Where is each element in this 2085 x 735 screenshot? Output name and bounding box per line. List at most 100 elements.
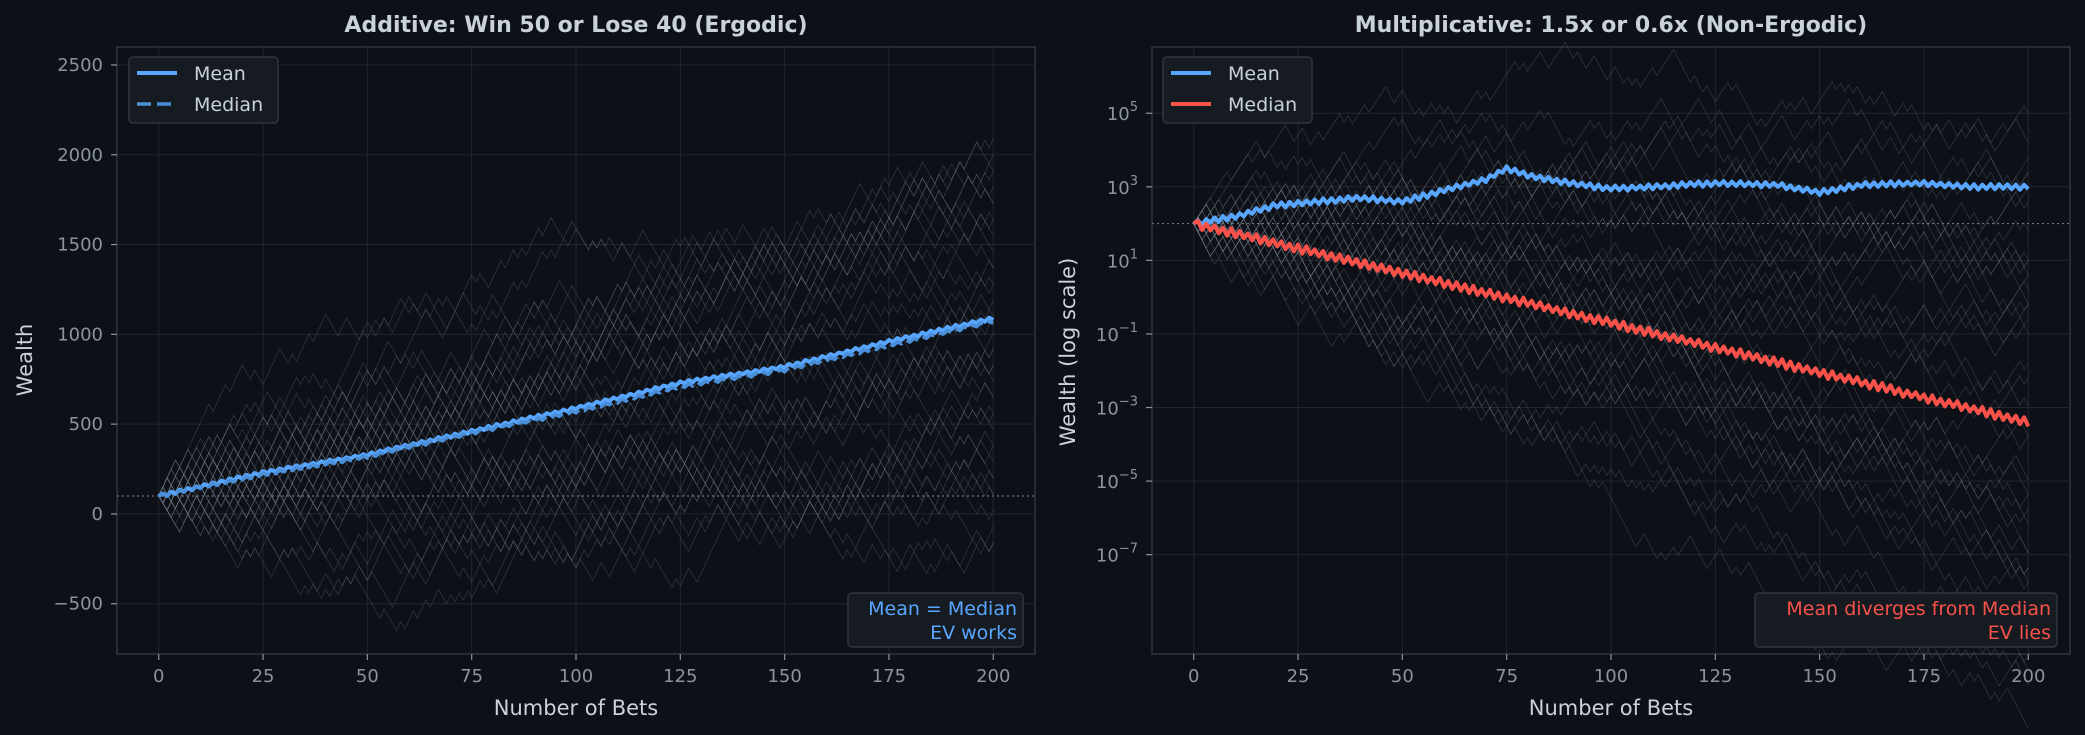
x-ticks-multiplicative: 0 25 50 75 100 125 150 175 200 (1188, 654, 2045, 687)
trajectory-line (158, 170, 994, 497)
x-tick-label: 150 (767, 666, 801, 687)
trajectory-line (1193, 185, 2029, 495)
x-tick-label: 100 (559, 666, 593, 687)
annotation-line-2: EV works (930, 622, 1017, 644)
x-tick-label: 100 (1594, 666, 1628, 687)
x-tick-label: 25 (252, 666, 275, 687)
trajectory-line (158, 286, 994, 508)
trajectory-line (158, 390, 994, 497)
trajectory-line (158, 219, 994, 515)
trajectories-multiplicative (1193, 41, 2029, 729)
trajectory-line (158, 322, 994, 504)
x-tick-label: 150 (1802, 666, 1836, 687)
trajectory-line (158, 141, 994, 497)
trajectory-line (158, 372, 994, 632)
trajectory-line (158, 403, 994, 539)
trajectory-line (1193, 213, 2029, 575)
annotation-box (847, 592, 1024, 648)
x-tick-label: 50 (356, 666, 379, 687)
series-line-median (1192, 218, 2031, 428)
x-tick-label: 125 (1698, 666, 1732, 687)
x-axis-label: Number of Bets (494, 696, 658, 720)
chart-title: Additive: Win 50 or Lose 40 (Ergodic) (344, 13, 807, 38)
trajectory-line (158, 250, 994, 503)
x-tick-label: 50 (1391, 666, 1414, 687)
chart-additive: 0 25 50 75 100 125 150 175 200 −500 0 500 1000 1500 2… (13, 13, 1036, 720)
y-tick-label: 10−3 (1096, 395, 1138, 420)
trajectory-line (158, 439, 994, 553)
y-tick-label: 2500 (57, 55, 103, 76)
series-additive (157, 315, 995, 498)
series-line-mean (1192, 164, 2030, 227)
trajectory-line (1193, 213, 2029, 408)
x-tick-label: 75 (460, 666, 483, 687)
trajectory-line (158, 292, 994, 497)
trajectory-line (158, 154, 994, 497)
annotation-line-1: Mean = Median (868, 598, 1017, 620)
trajectories-additive (158, 138, 994, 632)
trajectory-line (158, 238, 994, 522)
y-tick-label: 105 (1107, 100, 1138, 125)
trajectory-line (158, 225, 994, 515)
legend-multiplicative: Mean Median (1162, 56, 1313, 124)
trajectory-line (158, 348, 994, 562)
trajectory-line (1193, 202, 2029, 337)
trajectory-line (158, 439, 994, 585)
annotation-additive: Mean = Median EV works (847, 592, 1024, 648)
trajectory-line (1193, 98, 2029, 299)
trajectory-line (1193, 150, 2029, 341)
trajectory-line (158, 211, 994, 503)
annotation-line-2: EV lies (1988, 622, 2051, 644)
trajectory-line (1193, 163, 2029, 257)
x-ticks-additive: 0 25 50 75 100 125 150 175 200 (153, 654, 1010, 687)
trajectory-line (158, 301, 994, 512)
trajectory-line (158, 227, 994, 497)
y-tick-label: 0 (92, 504, 103, 525)
trajectory-line (1193, 176, 2029, 357)
trajectory-line (1193, 216, 2029, 519)
y-tick-label: 101 (1107, 247, 1138, 272)
trajectory-line (158, 272, 994, 517)
trajectory-line (158, 421, 994, 553)
trajectory-line (158, 459, 994, 609)
trajectory-line (158, 173, 994, 540)
series-multiplicative (1192, 164, 2031, 428)
trajectory-line (1193, 41, 2029, 233)
trajectory-line (1193, 148, 2029, 305)
trajectory-line (158, 360, 994, 582)
chart-title: Multiplicative: 1.5x or 0.6x (Non-Ergodi… (1355, 13, 1867, 38)
trajectory-line (158, 184, 994, 497)
legend-label-mean: Mean (1228, 63, 1280, 85)
trajectory-line (1193, 162, 2029, 298)
x-tick-label: 175 (872, 666, 906, 687)
trajectory-line (1193, 213, 2029, 528)
trajectory-line (158, 310, 994, 537)
trajectory-line (158, 378, 994, 537)
legend-label-mean: Mean (194, 63, 246, 85)
trajectory-line (1193, 181, 2029, 583)
trajectory-line (1193, 169, 2029, 276)
trajectory-line (158, 293, 994, 533)
trajectory-line (158, 445, 994, 589)
trajectory-line (1193, 223, 2029, 517)
y-ticks-additive: −500 0 500 1000 1500 2000 2500 (54, 55, 117, 615)
legend-label-median: Median (194, 94, 263, 116)
y-axis-label: Wealth (13, 324, 37, 397)
x-tick-label: 75 (1495, 666, 1518, 687)
trajectory-line (1193, 203, 2029, 465)
y-tick-label: 103 (1107, 174, 1138, 199)
trajectory-line (1193, 198, 2029, 395)
grid-additive (117, 47, 1035, 654)
trajectory-line (1193, 117, 2029, 253)
trajectory-line (158, 202, 994, 513)
trajectory-line (1193, 196, 2029, 671)
y-tick-label: 10−7 (1096, 542, 1138, 567)
trajectory-line (1193, 115, 2029, 315)
trajectory-line (1193, 216, 2029, 687)
trajectory-line (158, 356, 994, 548)
y-tick-label: 1000 (57, 324, 103, 345)
trajectory-line (158, 444, 994, 575)
legend-additive: Mean Median (128, 56, 279, 124)
x-tick-label: 200 (976, 666, 1010, 687)
